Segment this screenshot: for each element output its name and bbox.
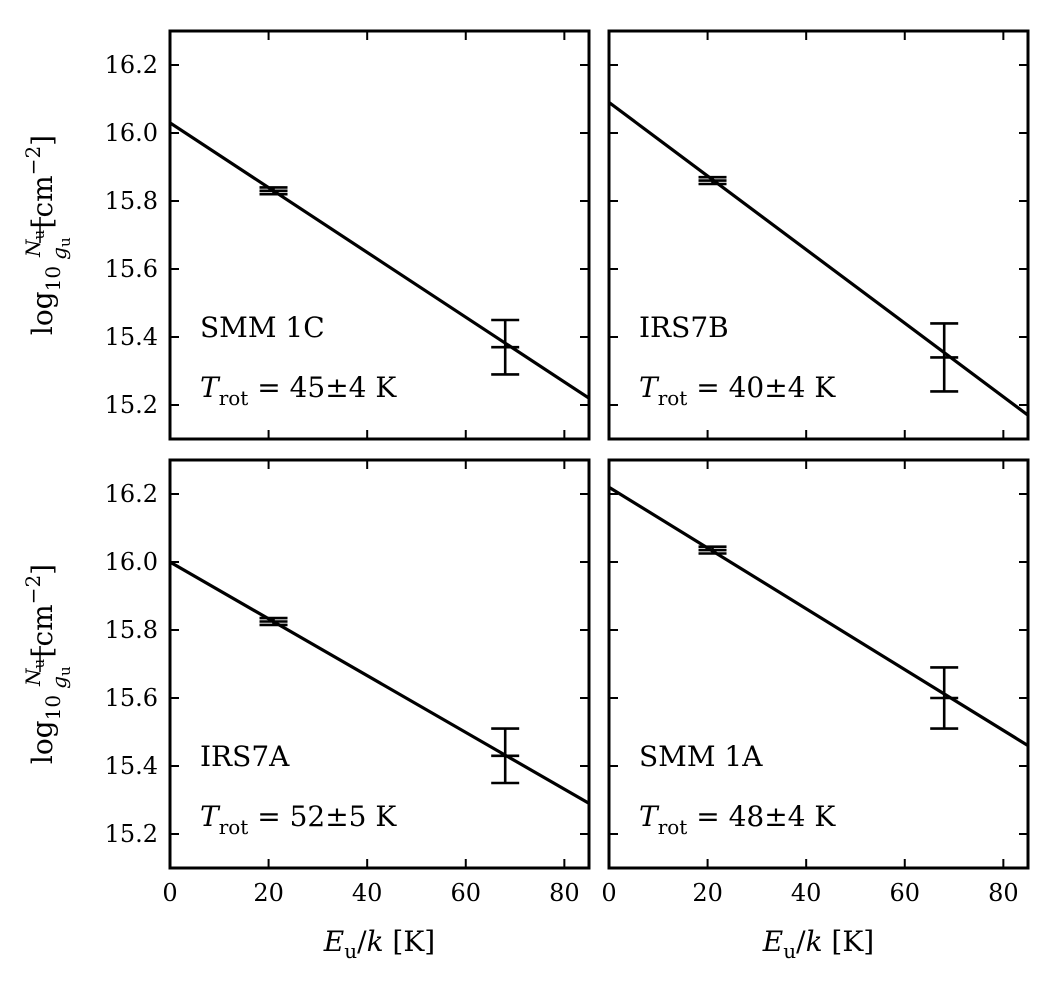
- data-point: [259, 186, 288, 196]
- trot-label: Trot = 48±4 K: [639, 800, 836, 839]
- fit-line: [609, 485, 1028, 747]
- panel-name: SMM 1A: [639, 740, 763, 773]
- panel-4: 0 20 40 60 80 SMM 1A Trot = 48±4 K: [601, 458, 1030, 907]
- trot-label: Trot = 45±4 K: [200, 371, 397, 410]
- trot-label: Trot = 52±5 K: [200, 800, 397, 839]
- panel-name: SMM 1C: [200, 311, 325, 344]
- fit-line: [609, 101, 1028, 417]
- panel-frame: [168, 458, 591, 870]
- data-point: [698, 545, 727, 555]
- x-axis-label: Eu/k [K]: [762, 925, 874, 963]
- y-tick-label: 15.8: [105, 187, 158, 215]
- panel-frame: [168, 29, 591, 441]
- y-tick-label: 15.8: [105, 616, 158, 644]
- panel-name: IRS7B: [639, 311, 729, 344]
- x-tick-label: 40: [791, 879, 822, 907]
- fit-line: [170, 560, 589, 805]
- x-axis-label: Eu/k [K]: [323, 925, 435, 963]
- y-tick-label: 15.4: [105, 323, 158, 351]
- x-tick-label: 80: [988, 879, 1019, 907]
- x-tick-label: 60: [450, 879, 481, 907]
- y-tick-label: 15.2: [105, 391, 158, 419]
- x-tick-label: 80: [549, 879, 580, 907]
- x-tick-label: 0: [601, 879, 616, 907]
- data-point: [930, 322, 959, 393]
- y-tick-label: 16.0: [105, 548, 158, 576]
- y-axis-label: log10 Nugu [cm−2]: [21, 564, 74, 764]
- x-tick-label: 0: [162, 879, 177, 907]
- trot-label: Trot = 40±4 K: [639, 371, 836, 410]
- y-tick-label: 16.0: [105, 119, 158, 147]
- x-tick-label: 60: [889, 879, 920, 907]
- y-tick-label: 15.2: [105, 820, 158, 848]
- panel-3: 0 20 40 60 80 15.2 15.4 15.6 15.8 16.0 16.2 IRS7A Tr…: [105, 458, 591, 907]
- panel-frame: [607, 29, 1030, 441]
- data-point: [491, 318, 520, 376]
- fit-line: [170, 121, 589, 400]
- data-point: [698, 175, 727, 186]
- panel-frame: [607, 458, 1030, 870]
- y-tick-label: 15.4: [105, 752, 158, 780]
- y-axis-label: log10 Nugu [cm−2]: [21, 135, 74, 335]
- x-tick-label: 20: [253, 879, 284, 907]
- data-point: [259, 616, 288, 627]
- y-tick-label: 15.6: [105, 684, 158, 712]
- y-tick-label: 16.2: [105, 480, 158, 508]
- x-tick-label: 40: [352, 879, 383, 907]
- panel-2: IRS7B Trot = 40±4 K: [607, 29, 1030, 441]
- y-tick-label: 16.2: [105, 51, 158, 79]
- data-point: [930, 666, 959, 730]
- y-tick-label: 15.6: [105, 255, 158, 283]
- panel-name: IRS7A: [200, 740, 290, 773]
- panel-1: 15.2 15.4 15.6 15.8 16.0 16.2 SMM 1C Trot = 45±…: [105, 29, 591, 441]
- data-point: [491, 727, 520, 785]
- x-tick-label: 20: [692, 879, 723, 907]
